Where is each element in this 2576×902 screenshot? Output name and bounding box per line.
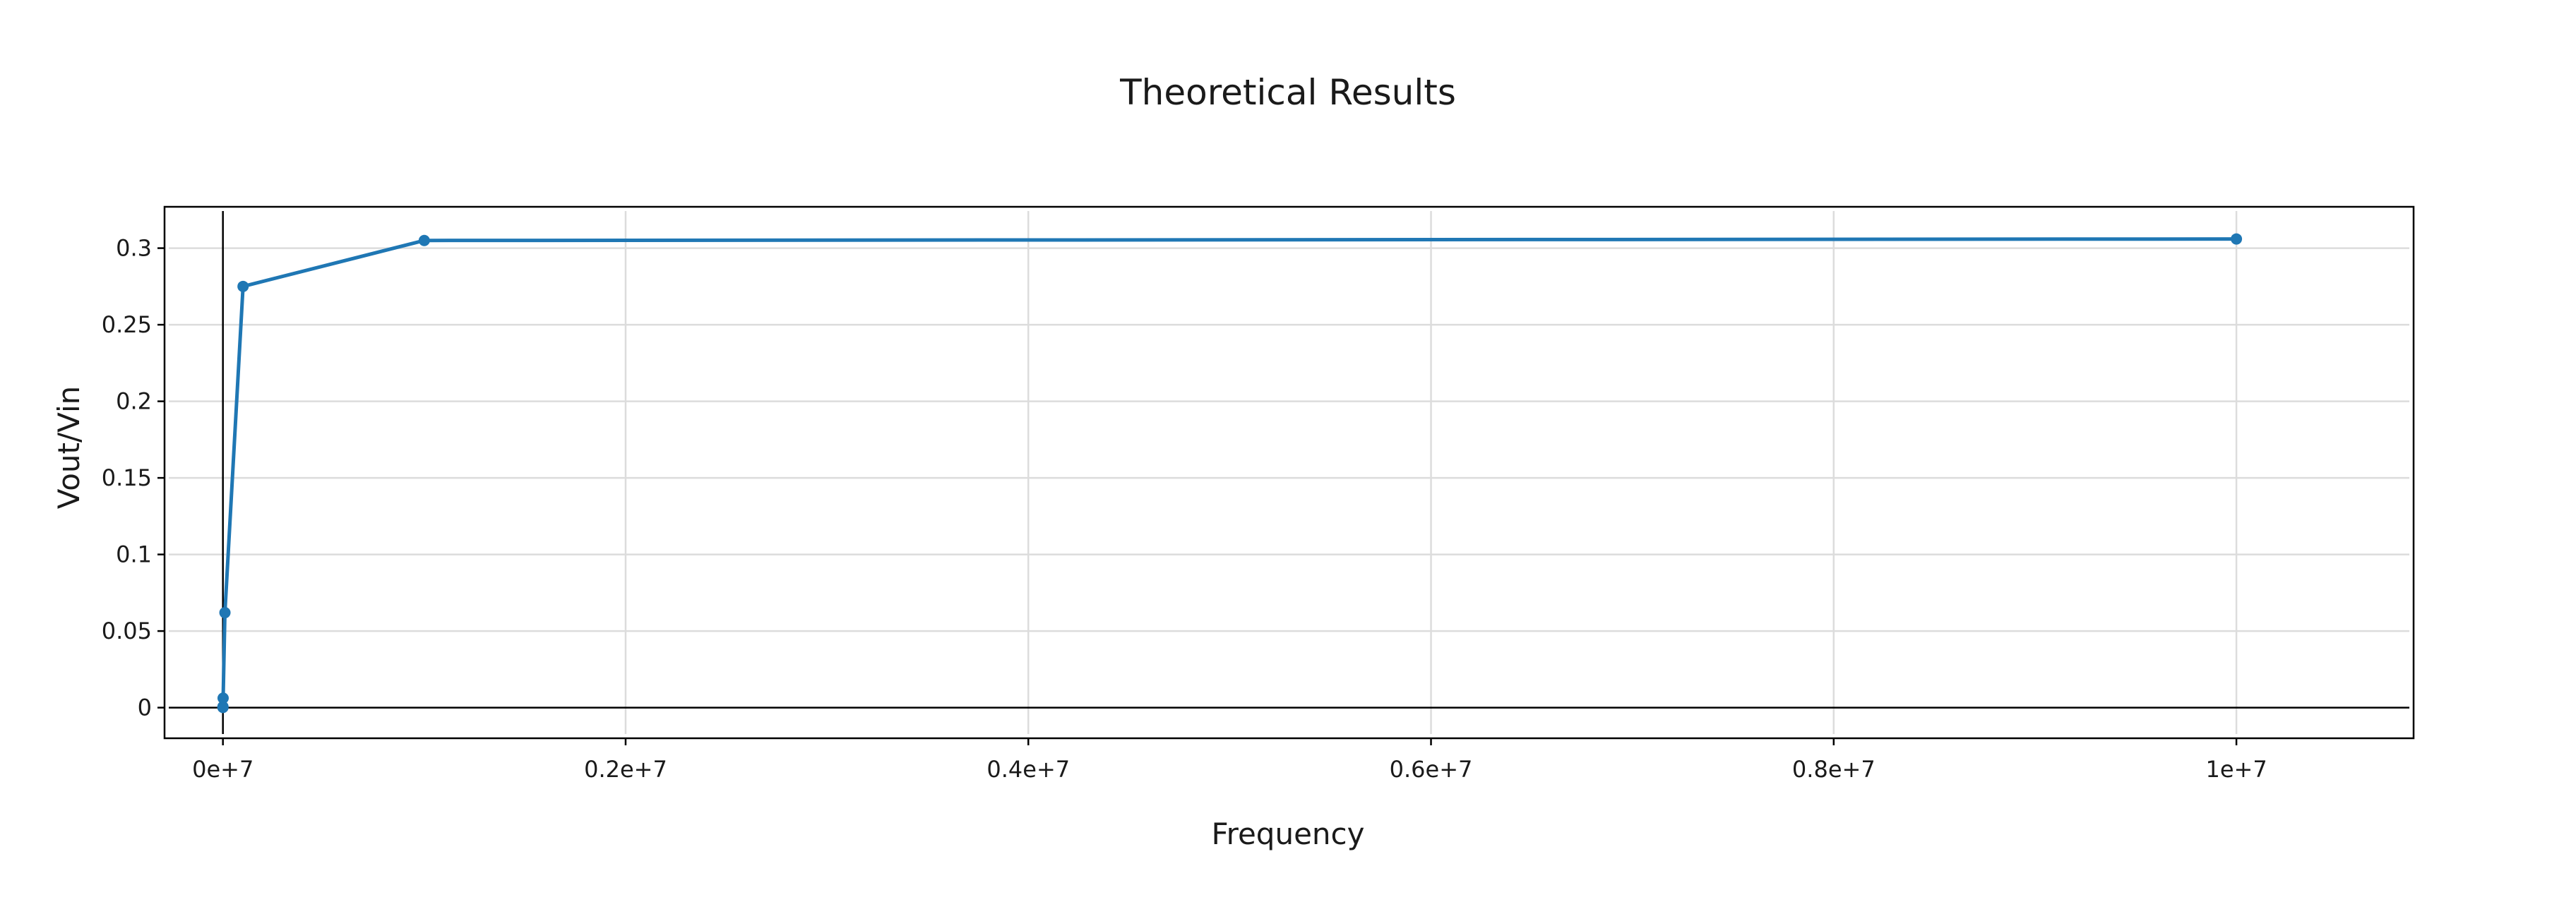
x-tick-label: 1e+7 xyxy=(2205,756,2267,783)
x-tick-label: 0.8e+7 xyxy=(1792,756,1876,783)
zero-lines xyxy=(169,211,2409,734)
tick-layer: 0 0.05 0.1 0.15 0.2 0.25 0.3 0e+7 0.2e+7 0.4e+7 0.… xyxy=(102,235,2267,783)
data-point[interactable] xyxy=(219,607,231,619)
y-tick-label: 0.15 xyxy=(102,464,152,491)
chart-title: Theoretical Results xyxy=(1119,72,1456,113)
y-axis-title: Vout/Vin xyxy=(52,386,86,510)
x-tick-label: 0e+7 xyxy=(192,756,254,783)
data-point[interactable] xyxy=(217,701,229,713)
series-layer xyxy=(217,233,2243,714)
y-tick-label: 0.3 xyxy=(116,235,152,262)
data-point[interactable] xyxy=(217,692,229,704)
x-axis-title: Frequency xyxy=(1212,817,1365,851)
data-point[interactable] xyxy=(418,234,430,246)
x-tick-label: 0.2e+7 xyxy=(584,756,667,783)
x-tick-label: 0.6e+7 xyxy=(1390,756,1473,783)
y-tick-label: 0.1 xyxy=(116,541,152,568)
data-point[interactable] xyxy=(2231,233,2243,245)
x-tick-label: 0.4e+7 xyxy=(986,756,1070,783)
y-tick-label: 0.05 xyxy=(102,618,152,644)
grid-layer xyxy=(169,211,2409,734)
y-tick-label: 0 xyxy=(138,694,152,721)
y-tick-label: 0.25 xyxy=(102,311,152,338)
y-tick-label: 0.2 xyxy=(116,388,152,415)
plot-frame xyxy=(163,205,2415,740)
series-line xyxy=(221,237,2237,709)
data-point[interactable] xyxy=(237,280,249,292)
